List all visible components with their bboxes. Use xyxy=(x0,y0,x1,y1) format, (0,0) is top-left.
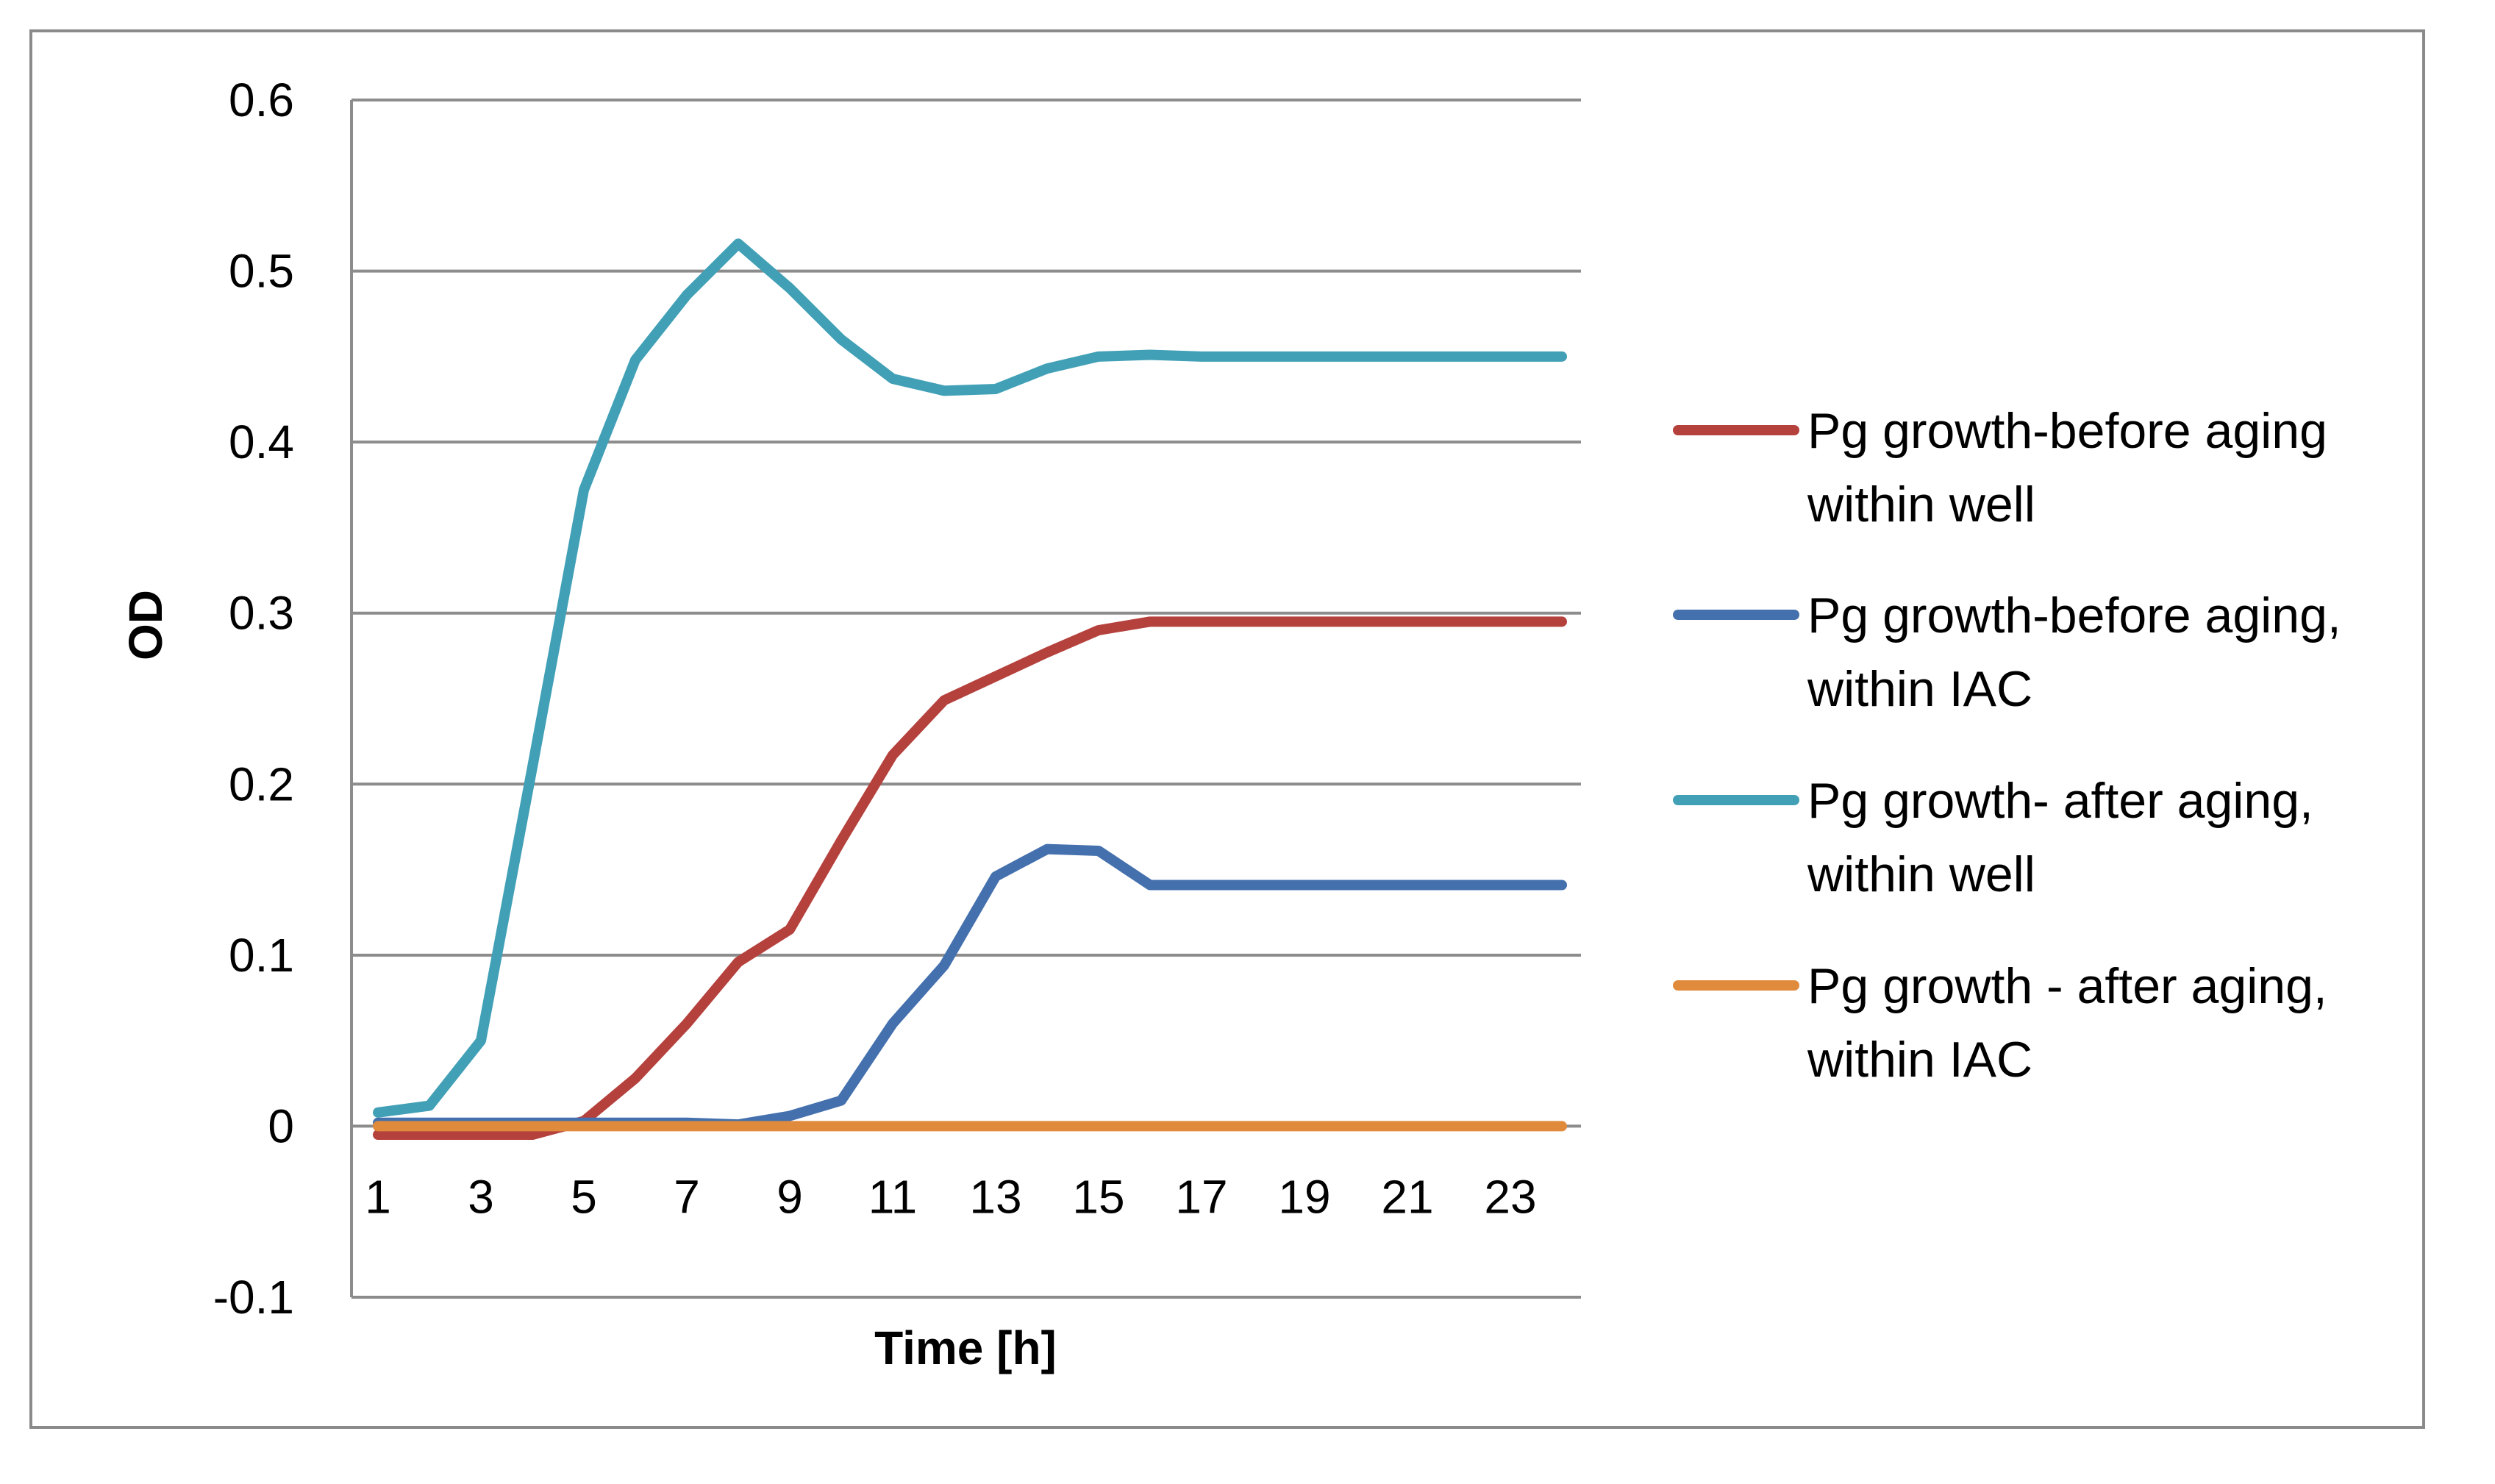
y-axis-title: OD xyxy=(119,590,172,660)
series-line-2 xyxy=(373,843,1567,1130)
axes xyxy=(350,100,1581,1299)
y-tick-label: 0.2 xyxy=(229,757,294,810)
x-tick-label: 17 xyxy=(1175,1170,1227,1223)
x-tick-label: 1 xyxy=(365,1170,391,1223)
x-tick-label: 5 xyxy=(571,1170,597,1223)
x-tick-label: 19 xyxy=(1278,1170,1330,1223)
gridlines xyxy=(351,99,1581,1128)
y-tick-label: -0.1 xyxy=(213,1271,294,1324)
x-tick-label: 21 xyxy=(1381,1170,1433,1223)
x-tick-label: 23 xyxy=(1484,1170,1536,1223)
legend-label-1: Pg growth-before aging xyxy=(1807,403,2327,459)
x-tick-label: 9 xyxy=(777,1170,803,1223)
y-tick-label: 0.3 xyxy=(229,587,294,640)
y-tick-label: 0 xyxy=(268,1099,294,1152)
x-tick-label: 13 xyxy=(969,1170,1021,1223)
y-tick-label: 0.6 xyxy=(229,74,294,126)
chart-frame xyxy=(29,29,2425,1429)
legend-label-1: within well xyxy=(1807,477,2035,532)
x-axis-title: Time [h] xyxy=(874,1321,1057,1374)
x-tick-labels: 1 3 5 7 9 11 13 15 17 19 21 23 xyxy=(365,1170,1536,1223)
y-tick-label: 0.5 xyxy=(229,245,294,298)
legend-label-2: within IAC xyxy=(1807,661,2032,717)
x-tick-label: 15 xyxy=(1072,1170,1124,1223)
series-line-3 xyxy=(373,238,1567,1118)
legend: Pg growth-before aging within well Pg grow… xyxy=(1673,403,2341,1088)
y-tick-label: 0.1 xyxy=(229,929,294,982)
legend-label-4: within IAC xyxy=(1807,1032,2032,1088)
series-line-1 xyxy=(373,616,1567,1141)
series-lines xyxy=(373,238,1567,1141)
legend-label-4: Pg growth - after aging, xyxy=(1807,958,2327,1014)
x-tick-label: 7 xyxy=(674,1170,700,1223)
x-tick-label: 11 xyxy=(868,1170,917,1223)
legend-label-3: within well xyxy=(1807,846,2035,902)
x-tick-label: 3 xyxy=(468,1170,494,1223)
y-tick-labels: -0.1 0 0.1 0.2 0.3 0.4 0.5 0.6 xyxy=(213,74,294,1324)
legend-label-2: Pg growth-before aging, xyxy=(1807,588,2341,643)
y-tick-label: 0.4 xyxy=(229,415,294,468)
legend-label-3: Pg growth- after aging, xyxy=(1807,773,2313,829)
